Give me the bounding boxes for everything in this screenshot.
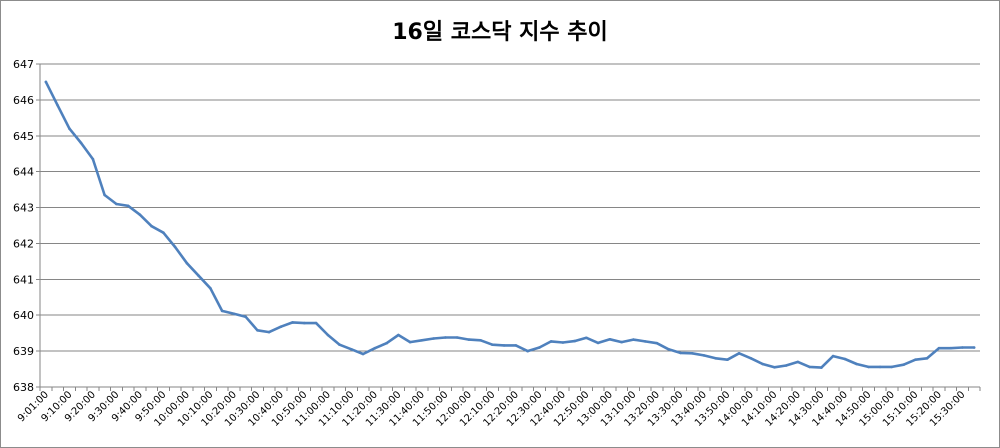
y-tick-label: 642 xyxy=(13,237,34,250)
data-point xyxy=(949,346,952,350)
x-tick-labels: 9:01:009:10:009:20:009:30:009:40:009:50:… xyxy=(16,389,968,429)
data-point xyxy=(914,358,917,362)
y-tick-label: 641 xyxy=(13,273,34,286)
data-point xyxy=(91,157,95,161)
data-point xyxy=(350,348,353,351)
data-point xyxy=(784,364,788,367)
data-point xyxy=(220,309,224,313)
y-tick-label: 638 xyxy=(13,381,34,394)
data-point xyxy=(679,351,682,355)
data-point xyxy=(56,104,59,107)
data-point xyxy=(855,362,858,366)
data-point xyxy=(150,224,153,228)
data-point xyxy=(667,348,670,351)
y-tick-label: 644 xyxy=(13,166,34,179)
y-tick-label: 645 xyxy=(13,130,34,143)
data-point xyxy=(596,341,600,345)
data-point xyxy=(972,346,976,349)
data-point xyxy=(831,354,835,358)
data-point xyxy=(303,321,306,325)
data-point xyxy=(209,287,212,290)
data-point xyxy=(878,365,882,369)
data-point xyxy=(385,341,388,345)
chart-title: 16일 코스닥 지수 추이 xyxy=(392,20,608,45)
data-point xyxy=(937,346,941,350)
data-point xyxy=(808,365,811,369)
data-point xyxy=(326,333,330,337)
data-point xyxy=(867,365,870,369)
data-point xyxy=(726,358,729,362)
data-point xyxy=(444,336,447,339)
data-point xyxy=(843,357,847,361)
series-line xyxy=(44,80,976,369)
data-point xyxy=(279,325,283,329)
data-point xyxy=(573,339,576,343)
data-point xyxy=(549,340,553,343)
data-point xyxy=(44,80,48,84)
data-point xyxy=(632,338,635,341)
data-point xyxy=(467,338,471,341)
data-point xyxy=(655,341,659,345)
series-layer xyxy=(44,80,976,369)
data-point xyxy=(126,204,130,208)
data-point xyxy=(761,362,764,366)
data-point xyxy=(455,336,459,339)
y-tick-labels: 638 639 640 641 642 643 644 645 646 647 xyxy=(13,58,34,394)
data-point xyxy=(68,127,71,130)
data-point xyxy=(514,344,518,347)
data-point xyxy=(890,365,894,369)
data-point xyxy=(420,339,424,342)
data-point xyxy=(773,366,776,369)
data-point xyxy=(737,352,741,355)
data-point xyxy=(714,357,717,360)
data-point xyxy=(925,357,929,360)
data-point xyxy=(103,193,106,197)
axes xyxy=(36,63,981,391)
data-point xyxy=(291,321,294,324)
data-point xyxy=(197,274,200,278)
data-point xyxy=(491,343,494,347)
data-point xyxy=(173,245,177,249)
data-point xyxy=(690,352,694,355)
y-tick-label: 639 xyxy=(13,345,34,358)
data-point xyxy=(373,346,377,350)
data-point xyxy=(820,366,823,369)
data-point xyxy=(338,343,341,347)
y-tick-label: 640 xyxy=(13,309,34,322)
data-point xyxy=(479,339,482,342)
data-point xyxy=(608,338,612,341)
data-point xyxy=(115,202,118,206)
gridlines xyxy=(40,63,980,352)
data-point xyxy=(185,261,189,265)
data-point xyxy=(232,312,236,316)
data-point xyxy=(408,340,412,344)
y-tick-label: 647 xyxy=(13,58,34,71)
data-point xyxy=(361,352,365,356)
data-point xyxy=(961,346,964,349)
data-point xyxy=(397,333,400,337)
data-point xyxy=(538,346,541,349)
data-point xyxy=(796,360,800,364)
data-point xyxy=(643,340,647,343)
data-point xyxy=(432,337,435,340)
data-point xyxy=(244,315,247,319)
data-point xyxy=(138,213,142,216)
data-point xyxy=(256,329,259,332)
data-point xyxy=(526,349,529,353)
data-point xyxy=(585,336,588,340)
data-point xyxy=(620,340,623,344)
data-point xyxy=(902,363,905,367)
y-tick-label: 646 xyxy=(13,94,34,107)
data-point xyxy=(702,354,706,357)
data-point xyxy=(267,330,271,334)
data-point xyxy=(561,341,565,344)
data-point xyxy=(162,231,165,234)
y-tick-label: 643 xyxy=(13,202,34,215)
data-point xyxy=(79,141,83,145)
data-point xyxy=(314,321,318,325)
data-point xyxy=(502,344,506,347)
data-point xyxy=(749,357,753,360)
